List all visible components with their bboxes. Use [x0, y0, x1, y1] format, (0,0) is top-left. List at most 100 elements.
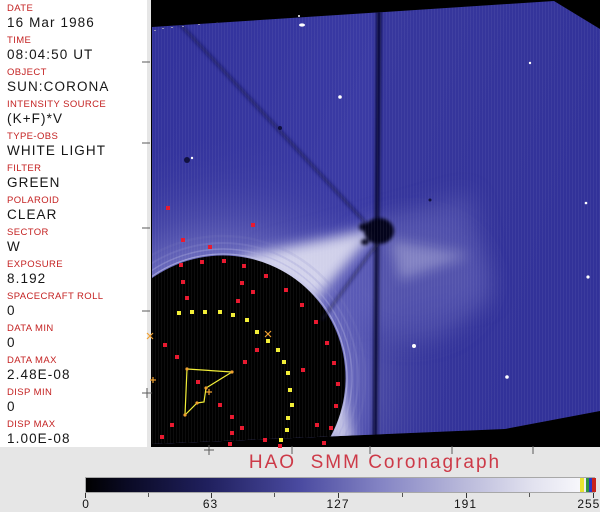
metadata-label: FILTER: [7, 163, 42, 174]
metadata-field: DATE 16 Mar 1986: [7, 3, 147, 31]
metadata-value: 2.48E-08: [7, 367, 71, 382]
red-fiducial-dot: [200, 260, 204, 264]
red-fiducial-dot: [163, 343, 167, 347]
metadata-label: EXPOSURE: [7, 259, 63, 270]
red-fiducial-dot: [314, 320, 318, 324]
red-fiducial-dot: [166, 206, 170, 210]
red-fiducial-dot: [236, 299, 240, 303]
yellow-fiducial-dot: [290, 403, 294, 407]
metadata-value: 16 Mar 1986: [7, 15, 95, 30]
plus-marker: [206, 389, 212, 395]
metadata-value: WHITE LIGHT: [7, 143, 107, 158]
polygon-vertex-dot: [204, 386, 208, 390]
yellow-fiducial-dot: [190, 310, 194, 314]
yellow-fiducial-dot: [279, 438, 283, 442]
yellow-fiducial-dot: [288, 388, 292, 392]
saturation-stripe: [580, 478, 584, 492]
metadata-field: SECTOR W: [7, 227, 147, 255]
metadata-label: SPACECRAFT ROLL: [7, 291, 104, 302]
metadata-label: DATE: [7, 3, 34, 14]
star-point: [505, 375, 509, 379]
colorbar-tick: [85, 493, 86, 498]
red-fiducial-dot: [179, 263, 183, 267]
metadata-field: TIME 08:04:50 UT: [7, 35, 147, 63]
star-point: [338, 95, 342, 99]
colorbar-tick-label: 127: [326, 497, 350, 511]
yellow-fiducial-dot: [286, 416, 290, 420]
colorbar-tick: [338, 493, 339, 498]
coronagraph-image: [142, 0, 600, 455]
yellow-fiducial-dot: [285, 428, 289, 432]
dust-speck: [278, 126, 282, 130]
metadata-field: FILTER GREEN: [7, 163, 147, 191]
red-fiducial-dot: [208, 245, 212, 249]
metadata-label: DISP MIN: [7, 387, 53, 398]
red-fiducial-dot: [222, 259, 226, 263]
polygon-vertex-dot: [195, 401, 199, 405]
plus-marker: [150, 377, 156, 383]
metadata-label: DATA MIN: [7, 323, 54, 334]
colorbar-tick: [593, 493, 594, 498]
red-fiducial-dot: [315, 423, 319, 427]
red-fiducial-dot: [284, 288, 288, 292]
red-fiducial-dot: [196, 380, 200, 384]
colorbar-tick-label: 0: [82, 497, 90, 511]
metadata-value: CLEAR: [7, 207, 58, 222]
yellow-fiducial-dot: [276, 348, 280, 352]
red-fiducial-dot: [181, 238, 185, 242]
metadata-sidebar: DATE 16 Mar 1986 TIME 08:04:50 UT OBJECT SUN:…: [0, 0, 147, 447]
red-fiducial-dot: [230, 415, 234, 419]
red-fiducial-dot: [322, 441, 326, 445]
metadata-field: DISP MIN 0: [7, 387, 147, 415]
yellow-fiducial-dot: [255, 330, 259, 334]
red-fiducial-dot: [300, 303, 304, 307]
metadata-value: 0: [7, 303, 16, 318]
polygon-vertex-dot: [230, 370, 234, 374]
yellow-fiducial-dot: [282, 360, 286, 364]
red-fiducial-dot: [301, 368, 305, 372]
saturation-stripe: [589, 478, 592, 492]
colorbar-tick: [465, 493, 467, 498]
yellow-fiducial-dot: [203, 310, 207, 314]
metadata-field: OBJECT SUN:CORONA: [7, 67, 147, 95]
metadata-value: 0: [7, 335, 16, 350]
yellow-fiducial-dot: [231, 313, 235, 317]
red-fiducial-dot: [170, 423, 174, 427]
metadata-label: INTENSITY SOURCE: [7, 99, 107, 110]
metadata-label: OBJECT: [7, 67, 47, 78]
yellow-fiducial-dot: [177, 311, 181, 315]
metadata-field: DATA MAX 2.48E-08: [7, 355, 147, 383]
star-point: [528, 61, 532, 65]
metadata-field: DISP MAX 1.00E-08: [7, 419, 147, 447]
red-fiducial-dot: [334, 404, 338, 408]
red-fiducial-dot: [264, 274, 268, 278]
colorbar-tick-label: 191: [453, 497, 478, 511]
red-fiducial-dot: [251, 290, 255, 294]
texture: [152, 1, 600, 444]
metadata-label: POLAROID: [7, 195, 60, 206]
star-point: [586, 275, 590, 279]
red-fiducial-dot: [228, 442, 232, 446]
red-fiducial-dot: [175, 355, 179, 359]
dust-speck: [428, 198, 432, 202]
metadata-value: 08:04:50 UT: [7, 47, 94, 62]
left-plus-fiducial: [142, 388, 152, 398]
metadata-label: TYPE-OBS: [7, 131, 59, 142]
saturation-stripe: [592, 478, 596, 492]
overlay-markers: [142, 15, 590, 455]
colorbar-tick-label: 63: [202, 497, 219, 511]
red-fiducial-dot: [332, 361, 336, 365]
polygon-vertex-dot: [183, 413, 187, 417]
colorbar-minor-tick: [147, 493, 149, 497]
metadata-value: SUN:CORONA: [7, 79, 110, 94]
red-fiducial-dot: [242, 264, 246, 268]
metadata-field: TYPE-OBS WHITE LIGHT: [7, 131, 147, 159]
star-point: [298, 15, 300, 17]
red-fiducial-dot: [185, 296, 189, 300]
metadata-label: TIME: [7, 35, 32, 46]
metadata-value: 0: [7, 399, 16, 414]
colorbar-minor-tick: [274, 493, 276, 497]
red-fiducial-dot: [251, 223, 255, 227]
red-fiducial-dot: [325, 341, 329, 345]
red-fiducial-dot: [263, 438, 267, 442]
